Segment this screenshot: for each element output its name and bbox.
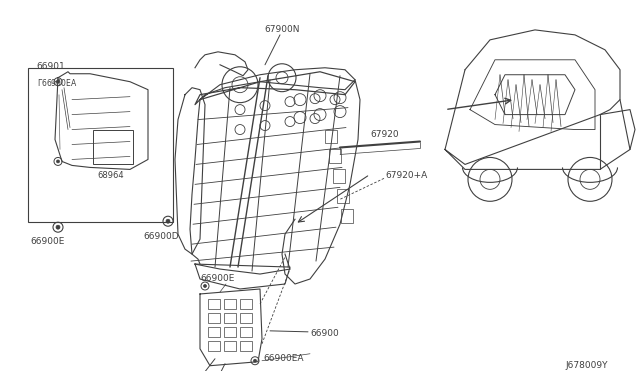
Bar bbox=[329, 150, 341, 163]
Bar bbox=[333, 169, 345, 183]
Text: 67920: 67920 bbox=[370, 129, 399, 138]
Circle shape bbox=[56, 225, 60, 229]
Bar bbox=[93, 129, 133, 164]
Bar bbox=[240, 327, 252, 337]
Bar bbox=[341, 209, 353, 223]
Bar bbox=[208, 327, 220, 337]
Bar bbox=[224, 299, 236, 309]
Bar bbox=[224, 313, 236, 323]
Bar bbox=[224, 341, 236, 351]
Bar bbox=[240, 313, 252, 323]
Bar bbox=[337, 189, 349, 203]
Circle shape bbox=[253, 359, 257, 362]
Text: 66900EA: 66900EA bbox=[263, 354, 303, 363]
Text: 66900: 66900 bbox=[310, 329, 339, 338]
Bar bbox=[240, 341, 252, 351]
Bar bbox=[208, 341, 220, 351]
Circle shape bbox=[56, 80, 60, 83]
Text: 67900N: 67900N bbox=[264, 25, 300, 34]
Text: 66900E: 66900E bbox=[30, 237, 65, 246]
Bar bbox=[208, 313, 220, 323]
Bar bbox=[240, 299, 252, 309]
Circle shape bbox=[166, 219, 170, 223]
Circle shape bbox=[56, 160, 60, 163]
Text: 66900D: 66900D bbox=[143, 232, 179, 241]
Text: 68964: 68964 bbox=[97, 171, 124, 180]
Text: J678009Y: J678009Y bbox=[565, 361, 607, 370]
Bar bbox=[224, 327, 236, 337]
Text: $\Gamma$66900EA: $\Gamma$66900EA bbox=[37, 77, 77, 88]
Text: 66901: 66901 bbox=[36, 62, 65, 71]
Text: 66900E: 66900E bbox=[200, 274, 234, 283]
Text: 67920+A: 67920+A bbox=[385, 171, 428, 180]
Bar bbox=[208, 299, 220, 309]
Bar bbox=[325, 129, 337, 144]
Circle shape bbox=[204, 285, 207, 288]
Bar bbox=[28, 68, 173, 222]
